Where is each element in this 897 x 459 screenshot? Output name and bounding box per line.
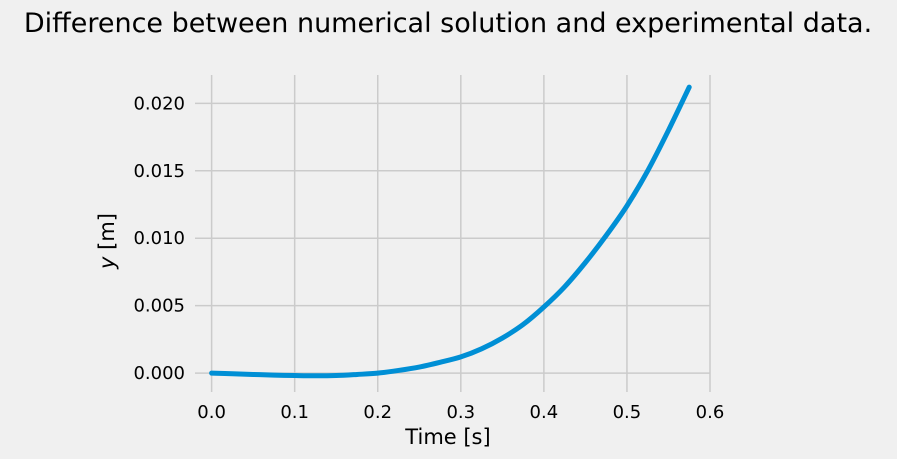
y-tick-label-3: 0.015: [133, 161, 185, 182]
y-tick-label-2: 0.010: [133, 228, 185, 249]
x-axis-label: Time [s]: [404, 425, 490, 449]
y-axis-label: y [m]: [95, 213, 119, 270]
chart-title: Difference between numerical solution an…: [24, 8, 872, 39]
x-tick-label-4: 0.4: [530, 402, 559, 423]
x-tick-label-2: 0.2: [363, 402, 392, 423]
y-tick-label-1: 0.005: [133, 296, 185, 317]
x-tick-label-3: 0.3: [446, 402, 475, 423]
series-line-0: [209, 84, 692, 379]
x-axis-ticks: 0.0 0.1 0.2 0.3 0.4 0.5 0.6: [197, 402, 724, 423]
x-tick-label-0: 0.0: [197, 402, 226, 423]
x-tick-label-6: 0.6: [696, 402, 725, 423]
y-axis-ticks: 0.000 0.005 0.010 0.015 0.020: [133, 93, 185, 384]
x-tick-label-5: 0.5: [613, 402, 642, 423]
x-tick-label-1: 0.1: [280, 402, 309, 423]
y-axis-label-unit: [m]: [95, 213, 119, 257]
y-tick-label-0: 0.000: [133, 363, 185, 384]
y-tick-label-4: 0.020: [133, 93, 185, 114]
y-axis-label-variable: y: [95, 256, 119, 270]
series-layer: [209, 84, 692, 379]
grid: [195, 75, 711, 392]
